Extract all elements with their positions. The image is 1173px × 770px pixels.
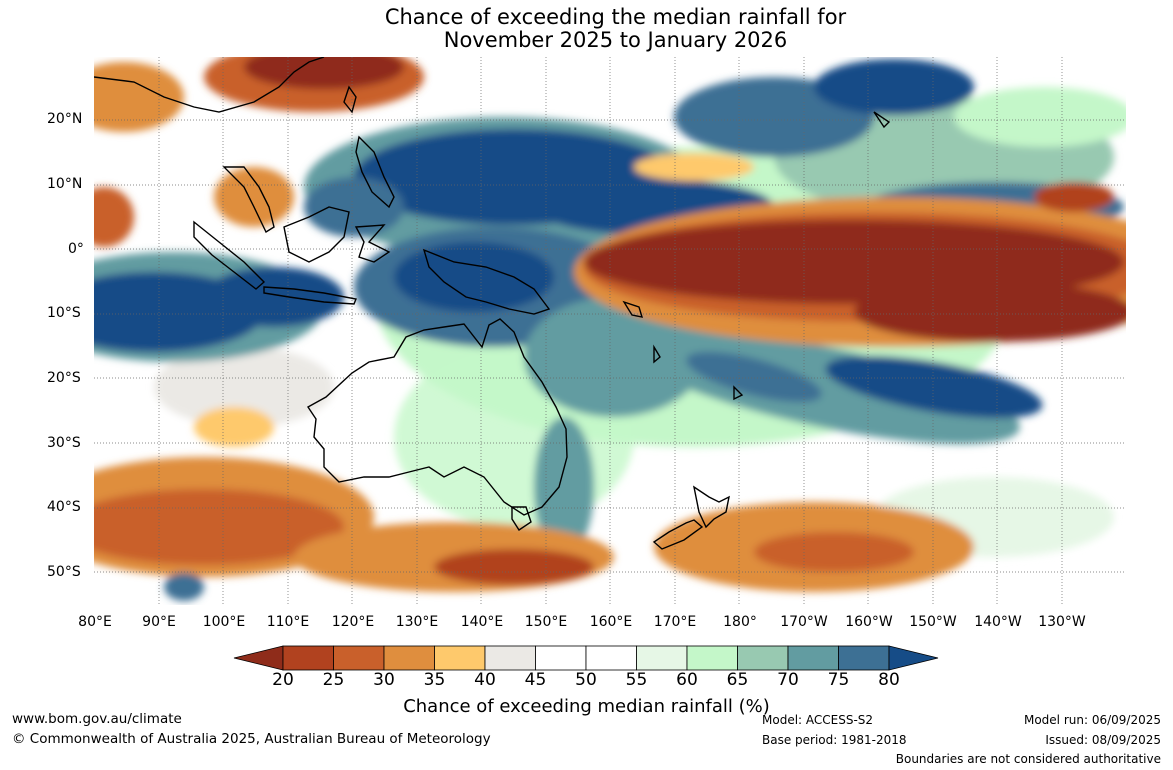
lon-label-130w: 130°W	[1038, 614, 1086, 630]
colorbar-segment-30-35	[383, 645, 435, 671]
lon-label-120e: 120°E	[331, 614, 375, 630]
pacific-islands-coastline	[622, 111, 891, 401]
boundaries-disclaimer: Boundaries are not considered authoritat…	[895, 752, 1161, 766]
lon-label-170w: 170°W	[780, 614, 828, 630]
copyright-text: © Commonwealth of Australia 2025, Austra…	[12, 731, 491, 747]
lat-label-30s: 30°S	[47, 435, 81, 451]
website-link[interactable]: www.bom.gov.au/climate	[12, 711, 182, 727]
colorbar-tick-70: 70	[777, 670, 799, 690]
colorbar-tick-50: 50	[575, 670, 597, 690]
lat-label-10s: 10°S	[47, 305, 81, 321]
base-period-label: Base period: 1981-2018	[762, 733, 907, 747]
colorbar-segment-55-60	[636, 645, 688, 671]
tasmania-coastline	[511, 506, 532, 531]
lon-label-140w: 140°W	[974, 614, 1022, 630]
colorbar-low-arrow	[233, 645, 284, 671]
philippines-coastline	[355, 135, 395, 209]
colorbar-segment-65-70	[737, 645, 789, 671]
colorbar-tick-60: 60	[676, 670, 698, 690]
new-zealand-north-coastline	[692, 485, 730, 529]
colorbar-segment-75-80	[838, 645, 890, 671]
lat-label-50s: 50°S	[47, 564, 81, 580]
colorbar-high-arrow	[888, 645, 939, 671]
lon-label-170e: 170°E	[653, 614, 697, 630]
probability-shading	[94, 57, 1126, 601]
colorbar-tick-25: 25	[322, 670, 345, 690]
colorbar-segment-20-25	[282, 645, 334, 671]
lon-label-110e: 110°E	[266, 614, 310, 630]
lat-label-40s: 40°S	[47, 499, 81, 515]
colorbar	[233, 645, 939, 671]
asia-mainland-coastline	[94, 57, 325, 113]
lat-label-equator: 0°	[68, 241, 84, 257]
lon-label-100e: 100°E	[202, 614, 246, 630]
lon-label-160w: 160°W	[845, 614, 893, 630]
colorbar-title: Chance of exceeding median rainfall (%)	[403, 696, 770, 717]
colorbar-tick-80: 80	[878, 670, 900, 690]
lon-label-160e: 160°E	[589, 614, 633, 630]
new-guinea-coastline	[422, 248, 551, 315]
borneo-coastline	[283, 206, 350, 263]
lon-label-80e: 80°E	[78, 614, 112, 630]
colorbar-tick-30: 30	[373, 670, 395, 690]
lon-label-150w: 150°W	[909, 614, 957, 630]
colorbar-segment-45-50	[535, 645, 587, 671]
colorbar-tick-65: 65	[726, 670, 749, 690]
graticule	[94, 57, 1126, 605]
colorbar-tick-20: 20	[272, 670, 294, 690]
java-coastline	[263, 286, 357, 305]
rainfall-probability-map	[94, 57, 1126, 605]
issued-date: Issued: 08/09/2025	[1045, 733, 1161, 747]
model-run-date: Model run: 06/09/2025	[1023, 713, 1161, 727]
sumatra-coastline	[193, 220, 266, 290]
colorbar-segment-25-30	[333, 645, 385, 671]
colorbar-tick-35: 35	[423, 670, 446, 690]
colorbar-segment-60-65	[686, 645, 738, 671]
map-title-line-1: Chance of exceeding the median rainfall …	[384, 5, 847, 29]
lon-label-140e: 140°E	[460, 614, 504, 630]
colorbar-segment-50-55	[585, 645, 637, 671]
sulawesi-coastline	[354, 224, 391, 263]
lon-label-90e: 90°E	[142, 614, 176, 630]
map-title-line-2: November 2025 to January 2026	[443, 28, 788, 52]
lon-label-130e: 130°E	[395, 614, 439, 630]
new-zealand-south-coastline	[652, 519, 704, 550]
model-label: Model: ACCESS-S2	[762, 713, 874, 727]
colorbar-tick-45: 45	[524, 670, 547, 690]
australia-coastline	[306, 318, 568, 516]
coastlines	[94, 57, 891, 550]
colorbar-tick-40: 40	[474, 670, 496, 690]
colorbar-tick-75: 75	[827, 670, 850, 690]
lat-label-10n: 10°N	[47, 176, 83, 192]
colorbar-segment-70-75	[787, 645, 839, 671]
lon-label-180: 180°	[723, 614, 757, 630]
taiwan-coastline	[343, 85, 357, 114]
map-canvas	[94, 57, 1126, 605]
colorbar-segment-35-40	[434, 645, 486, 671]
lat-label-20s: 20°S	[47, 370, 81, 386]
lat-label-20n: 20°N	[47, 111, 83, 127]
colorbar-segment-40-45	[484, 645, 536, 671]
colorbar-tick-55: 55	[625, 670, 648, 690]
lon-label-150e: 150°E	[524, 614, 568, 630]
indochina-coastline	[222, 166, 275, 234]
